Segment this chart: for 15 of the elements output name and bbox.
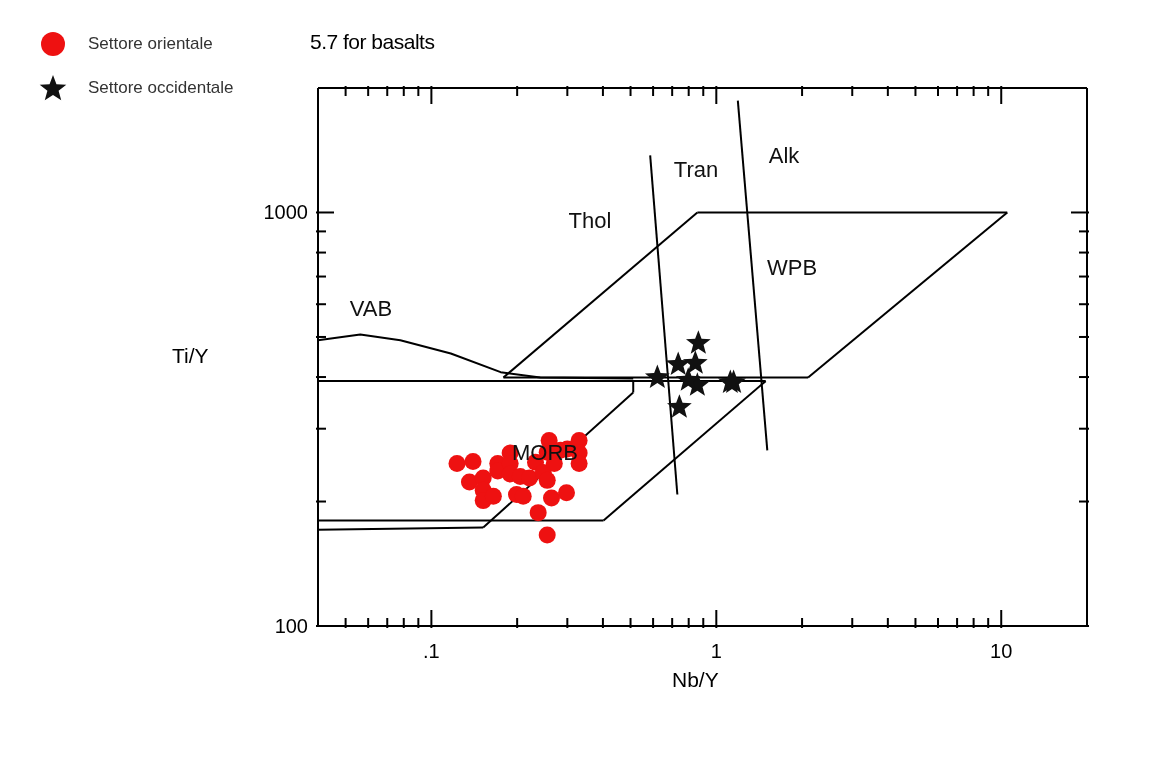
y-tick-label: 100 bbox=[274, 615, 308, 637]
y-tick-label: 1000 bbox=[263, 201, 308, 224]
legend-label: Settore occidentale bbox=[88, 78, 234, 98]
annotation: Alk bbox=[768, 143, 800, 169]
x-tick-label: 1 bbox=[710, 640, 722, 662]
annotation: WPB bbox=[766, 255, 818, 281]
chart-title: 5.7 for basalts bbox=[310, 30, 435, 54]
annotation: Tran bbox=[673, 157, 719, 183]
legend-label: Settore orientale bbox=[88, 34, 213, 54]
x-tick-label: .1 bbox=[423, 640, 440, 662]
y-axis-title: Ti/Y bbox=[172, 344, 209, 368]
annotation: Thol bbox=[568, 208, 612, 234]
annotation: VAB bbox=[349, 296, 393, 322]
x-tick-label: 10 bbox=[990, 640, 1013, 662]
x-axis-title: Nb/Y bbox=[672, 668, 719, 692]
